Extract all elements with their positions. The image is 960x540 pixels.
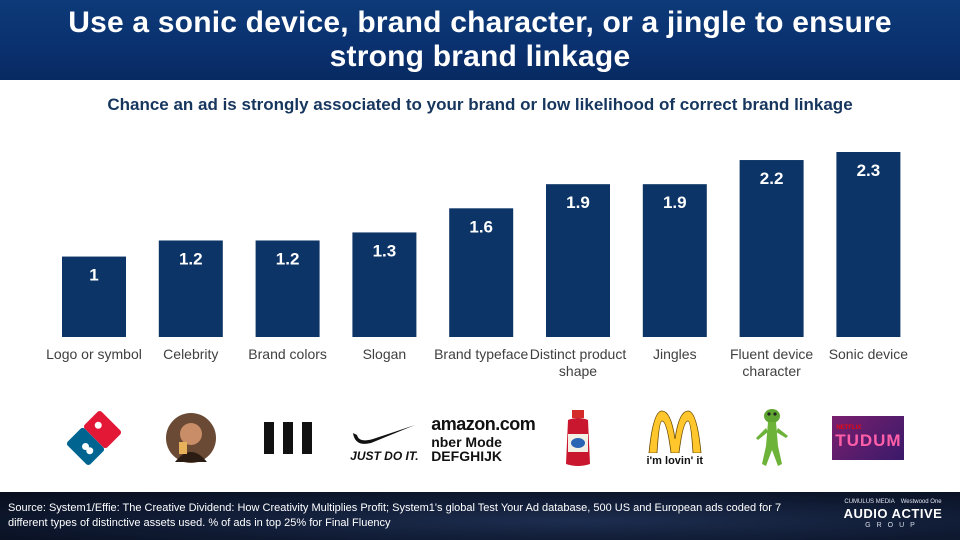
bar-value-label: 1.9 <box>663 193 687 212</box>
bar-8 <box>836 152 901 337</box>
bar-value-label: 1.2 <box>179 249 203 268</box>
mcdonalds-arches-icon: i'm lovin' it <box>625 402 725 474</box>
golden-arches-icon <box>648 410 702 453</box>
bar-value-label: 1.6 <box>469 217 493 236</box>
netflix-label: NETFLIX <box>836 425 862 431</box>
bar-value-label: 1.2 <box>276 249 300 268</box>
x-tick-label: Celebrity <box>163 346 219 362</box>
chart-title: Chance an ad is strongly associated to y… <box>107 95 853 114</box>
mcdonalds-slogan: i'm lovin' it <box>646 455 704 467</box>
x-tick-label: Brand typeface <box>434 346 529 362</box>
bar-1 <box>158 240 223 337</box>
nike-slogan: JUST DO IT. <box>350 449 419 463</box>
bar-2 <box>255 240 320 337</box>
celebrity-photo-icon <box>141 402 241 474</box>
amazon-typeface-icon: amazon.com nber Mode DEFGHIJK <box>431 402 536 474</box>
gecko-character-icon <box>722 402 822 474</box>
typeface-sample-line: DEFGHIJK <box>431 447 502 464</box>
x-tick-label: Logo or symbol <box>46 346 142 362</box>
tudum-wordmark: TUDUM <box>835 431 902 450</box>
x-tick-label: Slogan <box>362 346 407 362</box>
bar-value-label: 1.9 <box>566 193 590 212</box>
bar-7 <box>739 160 804 337</box>
x-tick-label: Brand colors <box>248 346 327 362</box>
three-stripes-icon <box>238 402 338 474</box>
netflix-tudum-icon: NETFLIX TUDUM <box>818 402 918 474</box>
slide-title: Use a sonic device, brand character, or … <box>68 6 892 73</box>
cumulus-media-label: CUMULUS MEDIA <box>844 499 895 505</box>
bar-value-label: 1.3 <box>373 241 397 260</box>
slide-header: Use a sonic device, brand character, or … <box>0 0 960 80</box>
dominos-logo-icon <box>44 402 144 474</box>
bar-3 <box>352 232 417 337</box>
bar-4 <box>449 208 514 337</box>
audio-active-wordmark: AUDIO ACTIVE <box>843 506 943 521</box>
bar-5 <box>546 184 610 337</box>
bar-value-label: 2.3 <box>857 161 881 180</box>
amazon-wordmark: amazon.com <box>431 413 536 434</box>
x-tick-label: Fluent device character <box>729 346 814 379</box>
source-note: Source: System1/Effie: The Creative Divi… <box>8 502 782 529</box>
group-wordmark: GROUP <box>865 522 921 529</box>
x-tick-label: Jingles <box>653 346 697 362</box>
bar-value-label: 2.2 <box>760 169 784 188</box>
bar-6 <box>642 184 707 337</box>
bar-value-label: 1 <box>89 266 98 285</box>
westwood-one-label: Westwood One <box>900 499 942 505</box>
footer-bar: Source: System1/Effie: The Creative Divi… <box>0 492 960 540</box>
x-tick-label: Distinct product shape <box>529 346 627 379</box>
juice-bottle-icon <box>528 402 628 474</box>
typeface-sample-line: nber Mode <box>431 433 502 450</box>
x-tick-label: Sonic device <box>828 346 909 362</box>
bar-0 <box>62 256 126 337</box>
audio-active-group-logo: CUMULUS MEDIA Westwood One AUDIO ACTIVE … <box>838 498 948 536</box>
nike-swoosh-icon: JUST DO IT. <box>334 402 434 474</box>
